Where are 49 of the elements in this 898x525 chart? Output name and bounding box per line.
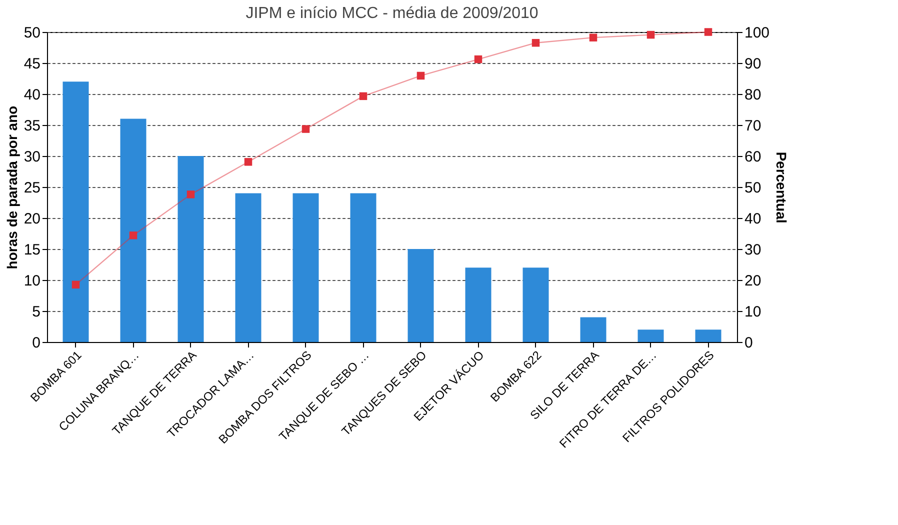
bar	[292, 193, 319, 342]
point	[359, 92, 368, 100]
y-tick-label: 40	[24, 86, 40, 104]
point	[589, 34, 598, 42]
point	[646, 30, 655, 39]
point	[474, 55, 482, 64]
y-tick-label: 20	[24, 210, 40, 228]
point	[704, 28, 712, 36]
bar	[580, 317, 606, 342]
bar	[235, 193, 262, 342]
y2-tick-label: 90	[744, 56, 762, 72]
point	[532, 38, 540, 47]
bar	[178, 156, 204, 342]
y-tick-label: 25	[24, 180, 40, 196]
bar	[62, 82, 89, 342]
y2-tick-label: 10	[744, 304, 762, 320]
y2-tick-label: 50	[744, 180, 762, 196]
bar	[638, 330, 664, 342]
bar	[120, 118, 146, 342]
bar	[465, 268, 492, 342]
bar	[350, 193, 376, 342]
y-tick-label: 50	[24, 24, 40, 42]
y-tick-label: 5	[32, 304, 40, 320]
y-tick-label: 10	[24, 272, 40, 290]
y2-tick-label: 80	[744, 86, 762, 104]
y2-tick-label: 40	[744, 210, 762, 228]
bar	[695, 330, 722, 342]
y2-tick-label: 0	[744, 334, 753, 352]
y2-tick-label: 60	[744, 148, 762, 166]
bar	[408, 249, 434, 342]
y2-tick-label: 70	[744, 118, 762, 134]
point	[186, 190, 195, 198]
y2-axis-title: Percentual	[774, 152, 790, 224]
chart-title: JIPM e início MCC - média de 2009/2010	[246, 5, 538, 22]
point	[244, 158, 252, 166]
y-tick-label: 35	[24, 118, 40, 134]
y2-tick-label: 20	[744, 272, 762, 290]
y-tick-label: 30	[24, 148, 40, 166]
y2-tick-label: 30	[744, 242, 762, 258]
y-tick-label: 45	[24, 56, 40, 72]
point	[72, 280, 80, 289]
y-axis-title: horas de parada por ano	[4, 106, 20, 270]
y-tick-label: 15	[24, 242, 40, 258]
y-tick-label: 0	[32, 334, 40, 352]
y2-tick-label: 100	[744, 24, 770, 42]
bar	[522, 268, 549, 342]
point	[416, 72, 425, 80]
point	[302, 125, 310, 133]
point	[129, 231, 138, 240]
